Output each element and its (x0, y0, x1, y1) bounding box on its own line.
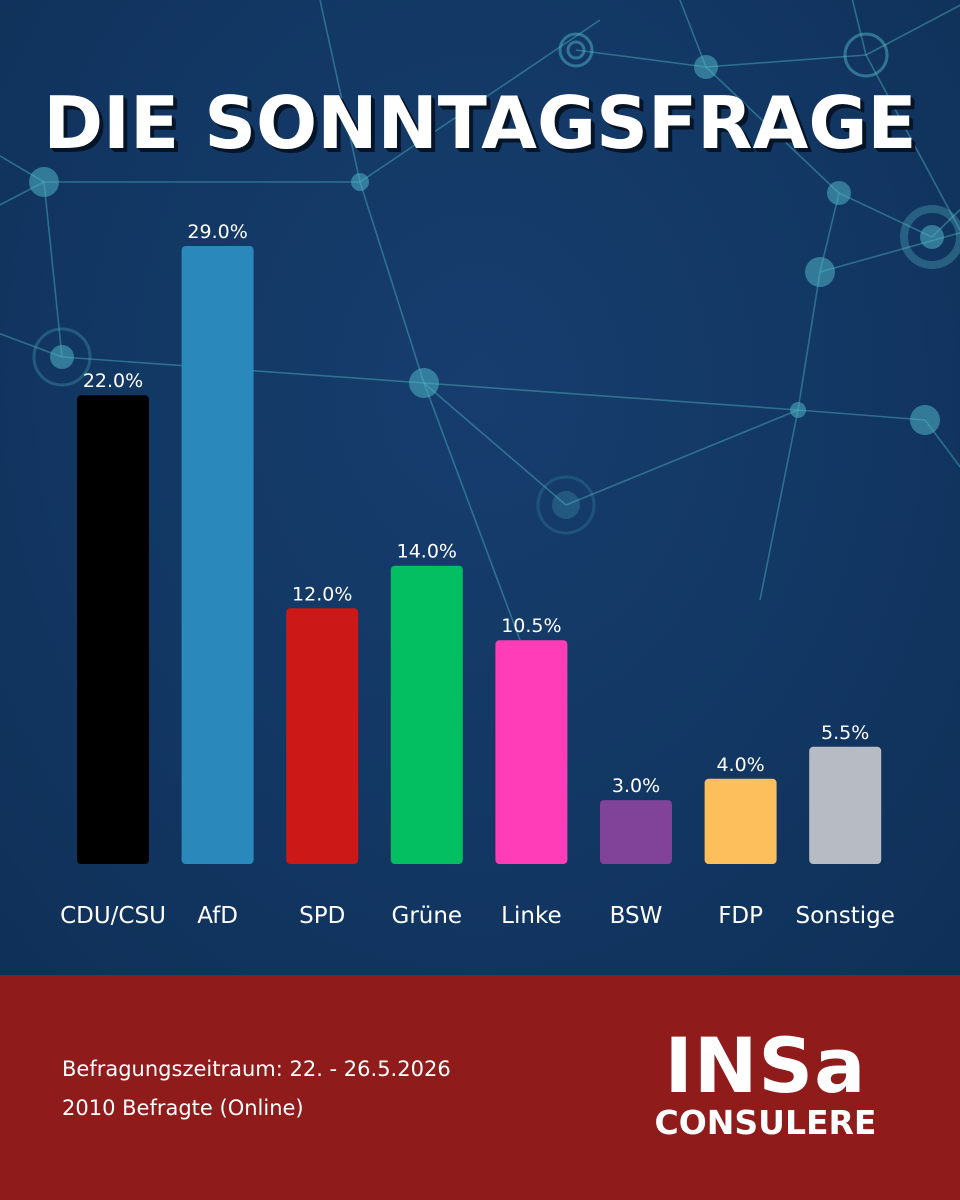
insa-consulere-logo: INSa CONSULERE (628, 1028, 903, 1143)
footer (0, 975, 960, 1200)
value-label-gr-ne: 14.0% (397, 541, 457, 563)
sample-size-text: 2010 Befragte (Online) (62, 1096, 304, 1120)
bar-bsw (600, 800, 672, 864)
category-label-spd: SPD (299, 903, 345, 929)
category-label-gr-ne: Grüne (392, 903, 463, 929)
value-label-afd: 29.0% (187, 221, 247, 243)
value-label-fdp: 4.0% (716, 754, 764, 776)
bar-cdu-csu (77, 395, 149, 864)
network-background-decoration (0, 0, 960, 641)
bar-sonstige (809, 746, 882, 864)
logo-sub-text: CONSULERE (654, 1103, 877, 1142)
category-label-afd: AfD (197, 903, 238, 929)
bar-linke (495, 640, 568, 864)
value-label-spd: 12.0% (292, 583, 352, 605)
chart-panel: DIE SONNTAGSFRAGE 22.0% 29.0% 12.0% 14.0% 10… (0, 0, 960, 975)
bar-chart: 22.0% 29.0% 12.0% 14.0% 10.5% 3.0% 4.0% 5.5% CD… (60, 221, 895, 929)
bar-spd (286, 608, 359, 864)
category-labels-layer: CDU/CSU AfD SPD Grüne Linke BSW FDP Sonstige (60, 903, 895, 929)
survey-period-text: Befragungszeitraum: 22. - 26.5.2026 (62, 1057, 451, 1081)
category-label-linke: Linke (501, 903, 561, 929)
category-label-sonstige: Sonstige (796, 903, 895, 929)
category-label-cdu-csu: CDU/CSU (60, 903, 166, 929)
value-label-sonstige: 5.5% (821, 722, 869, 744)
logo-main-text: INSa (664, 1021, 867, 1110)
value-label-cdu-csu: 22.0% (83, 370, 143, 392)
value-labels-layer: 22.0% 29.0% 12.0% 14.0% 10.5% 3.0% 4.0% 5.5% (83, 221, 870, 797)
value-label-linke: 10.5% (501, 615, 561, 637)
bars-layer (77, 246, 882, 864)
value-label-bsw: 3.0% (612, 775, 660, 797)
category-label-fdp: FDP (718, 903, 763, 929)
bar-fdp (704, 778, 777, 864)
page-title: DIE SONNTAGSFRAGE (43, 81, 917, 165)
category-label-bsw: BSW (610, 903, 663, 929)
bar-gr-ne (390, 565, 463, 864)
bar-afd (181, 246, 254, 864)
